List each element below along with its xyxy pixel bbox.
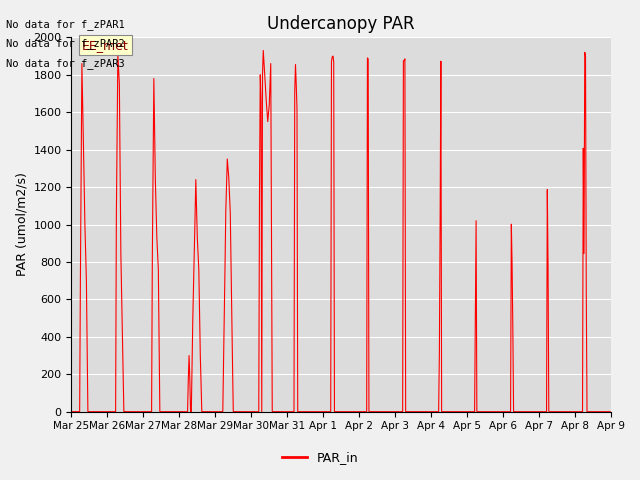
Text: EE_met: EE_met — [82, 38, 129, 51]
Text: No data for f_zPAR2: No data for f_zPAR2 — [6, 38, 125, 49]
Legend: PAR_in: PAR_in — [276, 446, 364, 469]
Title: Undercanopy PAR: Undercanopy PAR — [268, 15, 415, 33]
Text: No data for f_zPAR1: No data for f_zPAR1 — [6, 19, 125, 30]
Text: No data for f_zPAR3: No data for f_zPAR3 — [6, 58, 125, 69]
Y-axis label: PAR (umol/m2/s): PAR (umol/m2/s) — [15, 173, 28, 276]
